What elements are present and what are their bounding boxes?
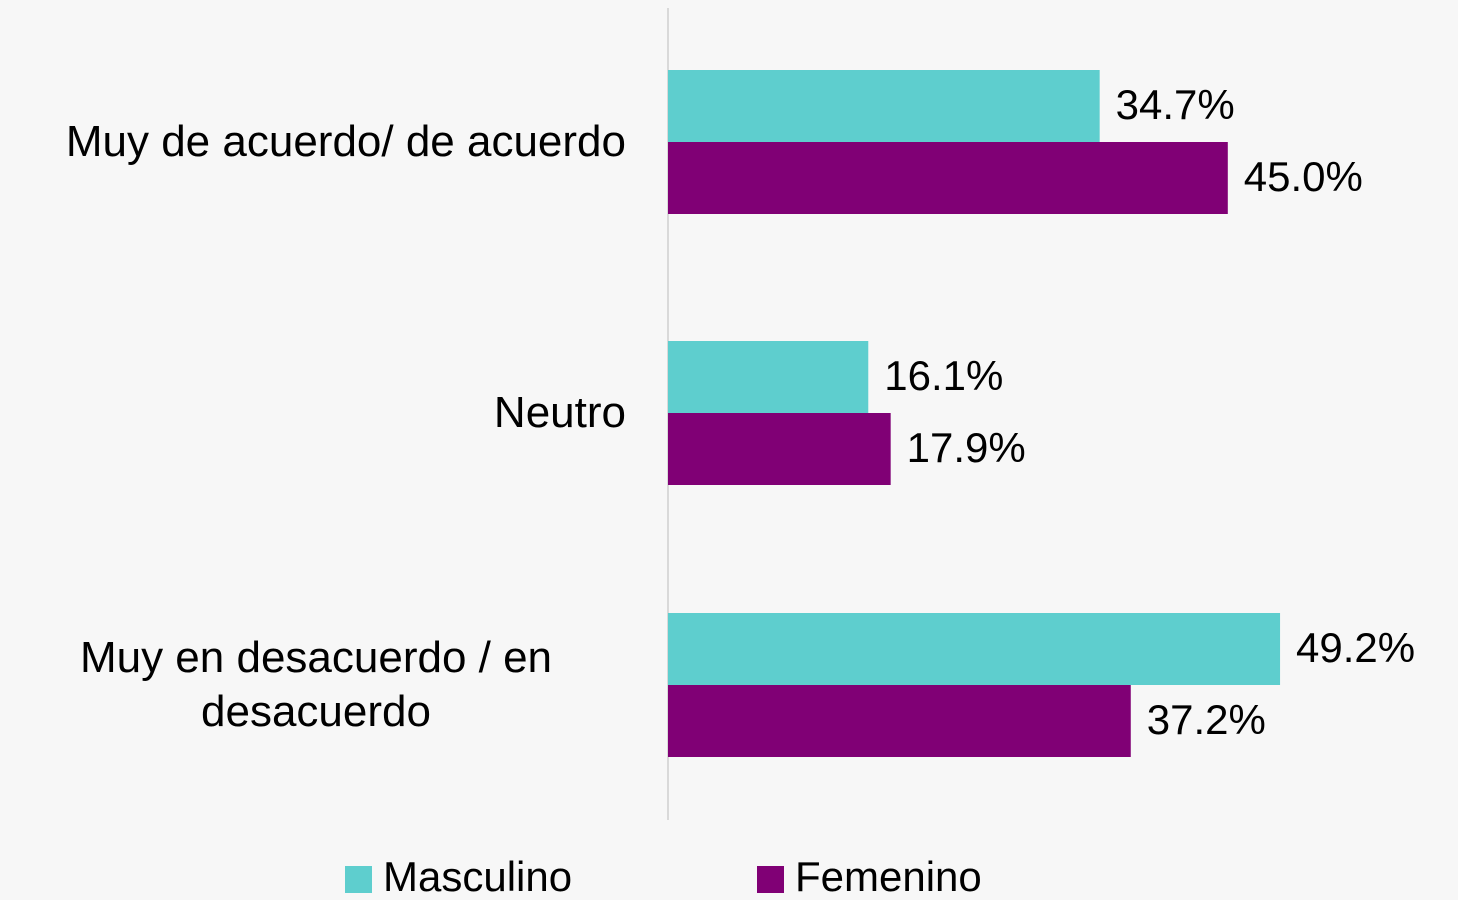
- bar: [668, 341, 869, 413]
- bar: [668, 142, 1228, 214]
- category-label-box: Muy en desacuerdo / en desacuerdo: [0, 605, 626, 765]
- data-label: 45.0%: [1244, 153, 1363, 200]
- data-label: 16.1%: [884, 352, 1003, 399]
- category-label: Muy en desacuerdo / en desacuerdo: [79, 633, 553, 736]
- data-label: 17.9%: [907, 424, 1026, 471]
- bar: [668, 413, 891, 485]
- category-label: Muy de acuerdo/ de acuerdo: [65, 117, 626, 166]
- category-label-box: Muy de acuerdo/ de acuerdo: [0, 62, 626, 222]
- bar: [668, 613, 1281, 685]
- legend-swatch: [757, 866, 784, 893]
- legend-label: Masculino: [383, 853, 572, 900]
- data-label: 49.2%: [1296, 624, 1415, 671]
- category-label-wrap: Neutro: [0, 333, 626, 493]
- data-label: 34.7%: [1116, 81, 1235, 128]
- category-label-wrap: Muy en desacuerdo / en desacuerdo: [0, 605, 626, 765]
- data-label: 37.2%: [1147, 696, 1266, 743]
- category-label-box: Neutro: [0, 333, 626, 493]
- category-label-wrap: Muy de acuerdo/ de acuerdo: [0, 62, 626, 222]
- legend-swatch: [345, 866, 372, 893]
- legend-label: Femenino: [795, 853, 982, 900]
- bar: [668, 685, 1131, 757]
- bar: [668, 70, 1100, 142]
- category-label: Neutro: [493, 388, 626, 437]
